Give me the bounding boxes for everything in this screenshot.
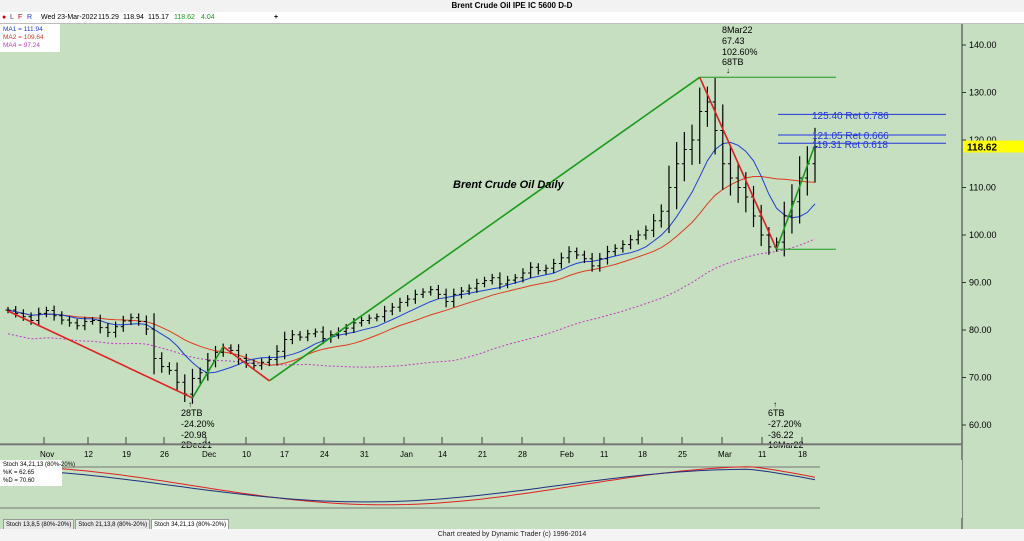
x-tick-label: 21 <box>478 450 487 459</box>
stoch-k-path <box>7 465 816 506</box>
ret-label-0666: 121.05 Ret 0.666 <box>812 131 889 142</box>
stoch-legend-d: %D = 70.60 <box>3 478 35 484</box>
x-tick-label: 10 <box>242 450 251 459</box>
up-arrow-icon: ↑ <box>188 400 192 409</box>
high-bars: 68TB <box>722 57 744 67</box>
x-tick-label: Nov <box>40 450 54 459</box>
ma1-line <box>7 141 816 374</box>
down-arrow-icon: ↓ <box>726 66 730 75</box>
toolbar-high: 118.94 <box>123 14 144 21</box>
y-tick-label: 80.00 <box>969 325 992 335</box>
flag-f[interactable]: F <box>18 14 23 21</box>
price-chart: 140.00 130.00 120.00 110.00 100.00 90.00 80.00… <box>0 24 1024 529</box>
y-tick-label: 60.00 <box>969 420 992 430</box>
stoch-k-line <box>7 465 816 506</box>
ma1-path <box>7 141 816 374</box>
stoch-d-path <box>7 468 816 503</box>
ma-legend-box <box>0 24 60 52</box>
swing-line <box>268 76 701 382</box>
low2-pct: -27.20% <box>768 419 802 429</box>
ret-label-0618: 119.31 Ret 0.618 <box>812 140 888 151</box>
swing-line <box>775 144 816 250</box>
toolbar: ● L F R Wed 23-Mar-2022 115.29 118.94 11… <box>0 12 1024 24</box>
toolbar-low: 115.17 <box>148 14 169 21</box>
low2-bars: 6TB <box>768 408 785 418</box>
stoch-d-line <box>7 468 816 503</box>
window-title: Brent Crude Oil IPE IC 5600 D-D <box>451 1 573 10</box>
stoch-panel <box>0 460 962 518</box>
y-tick-label: 110.00 <box>969 183 996 193</box>
chart-background <box>0 24 1024 529</box>
bullet-icon: ● <box>2 14 7 21</box>
low1-change: -20.98 <box>181 430 207 440</box>
chart-area: 140.00 130.00 120.00 110.00 100.00 90.00 80.00… <box>0 24 1024 529</box>
y-tick-label: 70.00 <box>969 373 992 383</box>
high-pct: 102.60% <box>722 47 758 57</box>
x-tick-label: 24 <box>320 450 329 459</box>
ret-label-0786: 125.40 Ret 0.786 <box>812 111 889 122</box>
swing-lines <box>7 76 836 399</box>
indicator-tabs: Stoch 13,8,5 (80%-20%) Stoch 21,13,8 (80%… <box>3 519 230 531</box>
flag-l[interactable]: L <box>10 14 14 21</box>
toolbar-change: 4.04 <box>201 14 215 21</box>
last-price-label: 118.62 <box>967 143 997 154</box>
last-price-box <box>963 140 1024 153</box>
x-tick-label: 18 <box>638 450 647 459</box>
x-tick-label: 11 <box>758 450 767 459</box>
x-tick-label: 26 <box>160 450 169 459</box>
toolbar-close: 118.62 <box>174 14 195 21</box>
toolbar-open: 115.29 <box>98 14 119 21</box>
footer: Chart created by Dynamic Trader (c) 1996… <box>0 529 1024 541</box>
swing-line <box>7 310 193 399</box>
swing-line <box>222 345 270 382</box>
y-axis: 140.00 130.00 120.00 110.00 100.00 90.00 80.00… <box>962 40 997 430</box>
ma1-legend: MA1 = 111.94 <box>3 26 43 33</box>
x-tick-label: 14 <box>438 450 447 459</box>
x-tick-label: 12 <box>84 450 93 459</box>
stoch-legend-box <box>0 460 62 486</box>
ma-legend: MA1 = 111.94 MA2 = 109.64 MA4 = 97.24 <box>0 24 60 52</box>
high-date: 8Mar22 <box>722 25 753 35</box>
x-tick-label: Dec <box>202 450 216 459</box>
y-tick-label: 130.00 <box>969 88 997 98</box>
x-tick-label: Jan <box>400 450 413 459</box>
low2-change: -36.22 <box>768 430 794 440</box>
ma2-path <box>7 176 816 366</box>
y-tick-label: 100.00 <box>969 230 997 240</box>
swing-line <box>191 346 224 399</box>
ma2-line <box>7 176 816 366</box>
stoch-legend-title: Stoch 34,21,13 (80%-20%) <box>3 462 75 468</box>
stoch-legend-k: %K = 62.65 <box>3 470 35 476</box>
high-price: 67.43 <box>722 36 745 46</box>
last-price-marker: 118.62 <box>963 140 1024 154</box>
plus-icon[interactable]: + <box>274 14 279 21</box>
x-tick-label: 17 <box>280 450 289 459</box>
swing-line <box>698 76 778 250</box>
x-tick-label: 19 <box>122 450 131 459</box>
ma2-legend: MA2 = 109.64 <box>3 34 44 41</box>
x-tick-label: 18 <box>798 450 807 459</box>
y-tick-label: 120.00 <box>969 135 997 145</box>
x-tick-label: Mar <box>718 450 732 459</box>
x-tick-label: Feb <box>560 450 574 459</box>
x-tick-label: 28 <box>518 450 527 459</box>
y-tick-label: 140.00 <box>969 40 997 50</box>
ma4-legend: MA4 = 97.24 <box>3 42 40 49</box>
x-tick-label: 11 <box>600 450 609 459</box>
x-tick-label: 31 <box>360 450 369 459</box>
low1-bars: 28TB <box>181 408 203 418</box>
up-arrow-icon: ↑ <box>773 400 777 409</box>
low1-pct: -24.20% <box>181 419 215 429</box>
x-tick-label: 25 <box>678 450 687 459</box>
high-annotation: 8Mar22 67.43 102.60% 68TB ↓ <box>722 25 758 75</box>
retracement-lines <box>778 113 946 144</box>
toolbar-date: Wed 23-Mar-2022 <box>41 14 98 21</box>
chart-label: Brent Crude Oil Daily <box>453 179 565 191</box>
flag-r[interactable]: R <box>27 14 33 21</box>
y-tick-label: 90.00 <box>969 278 992 288</box>
